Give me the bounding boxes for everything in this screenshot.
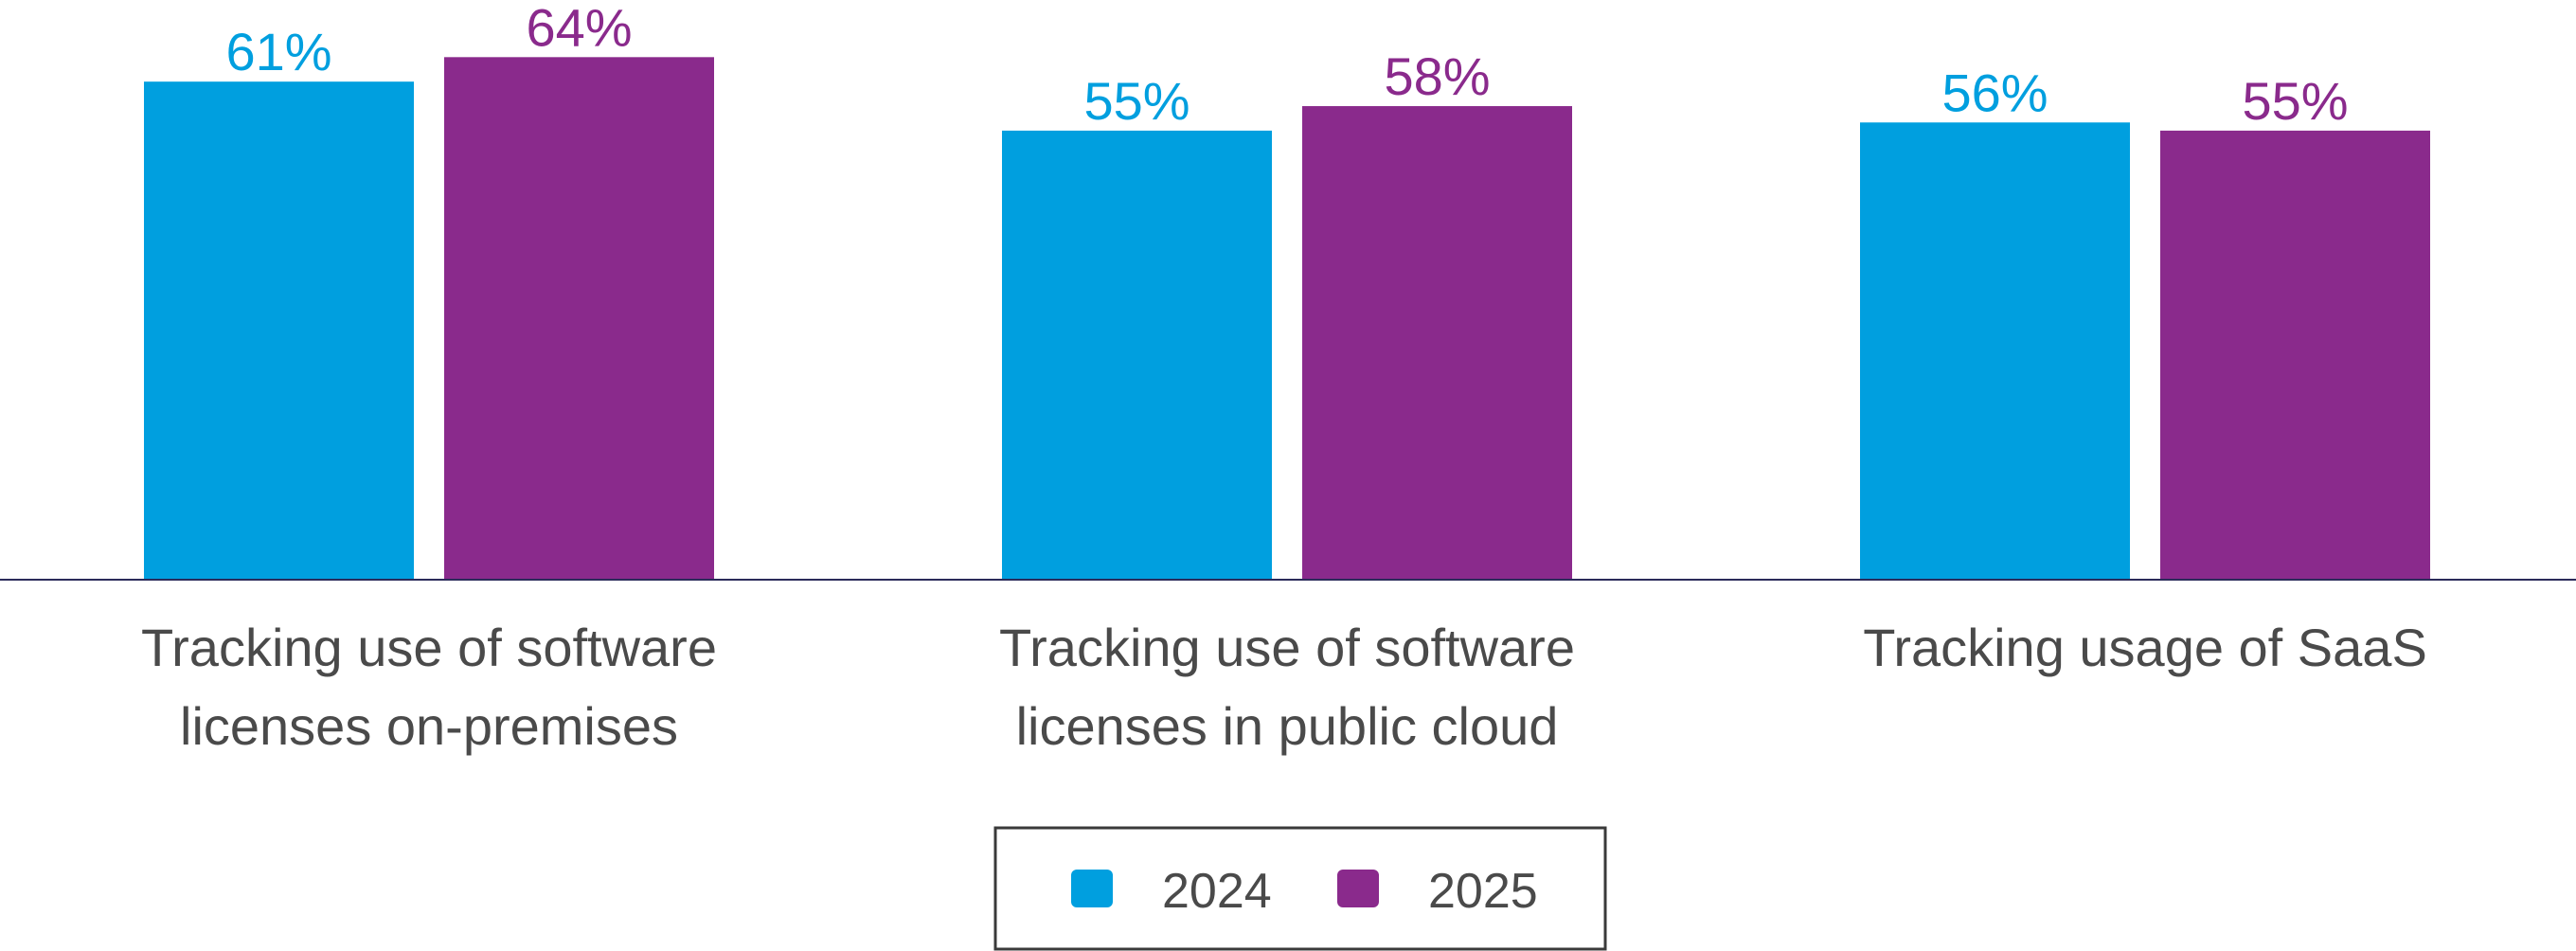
value-labels-group: 61% 64% 55% 58% 56% 55%	[225, 0, 2348, 131]
category-label-2-line-0: Tracking usage of SaaS	[1863, 618, 2427, 677]
category-label-0-line-1: licenses on-premises	[180, 696, 678, 756]
value-label-2025-cat-0: 64%	[526, 0, 632, 57]
legend: 2024 2025	[993, 826, 1607, 951]
value-label-2025-cat-2: 55%	[2242, 71, 2348, 131]
value-label-2024-cat-2: 56%	[1941, 63, 2048, 122]
bars-group	[144, 57, 2430, 581]
bar-2025-cat-1	[1302, 106, 1572, 580]
category-labels-group: Tracking use of software licenses on-prem…	[141, 618, 2427, 756]
category-label-1-line-1: licenses in public cloud	[1016, 696, 1559, 756]
category-label-1-line-0: Tracking use of software	[999, 618, 1575, 677]
legend-swatch-2025	[1337, 870, 1379, 907]
bar-2025-cat-2	[2160, 130, 2430, 580]
bar-2024-cat-1	[1002, 130, 1272, 580]
category-label-0-line-0: Tracking use of software	[141, 618, 717, 677]
bar-2024-cat-2	[1860, 122, 2130, 580]
value-label-2025-cat-1: 58%	[1384, 46, 1490, 106]
legend-swatch-2024	[1071, 870, 1113, 907]
value-label-2024-cat-0: 61%	[225, 22, 331, 81]
value-label-2024-cat-1: 55%	[1083, 71, 1190, 131]
bar-2025-cat-0	[444, 57, 714, 580]
bar-2024-cat-0	[144, 81, 414, 581]
legend-label-2025: 2025	[1428, 864, 1538, 919]
legend-label-2024: 2024	[1162, 864, 1272, 919]
